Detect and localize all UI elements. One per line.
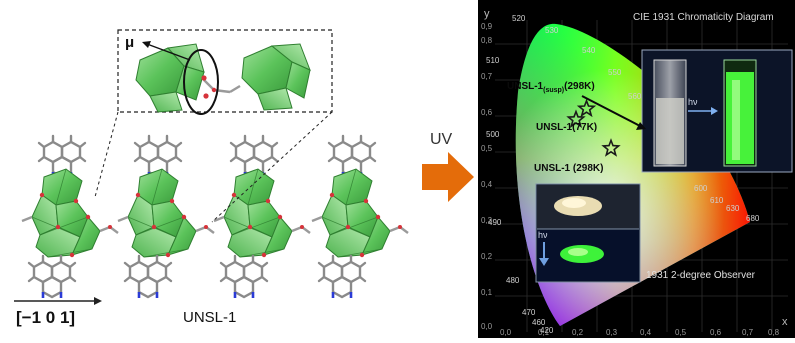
- y-tick: 0,7: [481, 72, 493, 81]
- y-tick: 0,8: [481, 36, 493, 45]
- chromaticity-point-star: [566, 109, 586, 128]
- uv-arrow: [422, 152, 474, 202]
- wavelength-label: 480: [506, 276, 520, 285]
- structure-unit-3: [214, 136, 310, 298]
- mu-arrow: [146, 43, 191, 61]
- chromaticity-point-star: [601, 138, 621, 157]
- x-tick: 0,7: [742, 328, 754, 337]
- y-tick: 0,6: [481, 108, 493, 117]
- zoom-line-right: [211, 111, 333, 223]
- x-tick: 0,4: [640, 328, 652, 337]
- cie-point-layer: [566, 98, 621, 157]
- structure-unit-1: [22, 136, 118, 298]
- wavelength-label: 630: [726, 204, 740, 213]
- uv-label: UV: [430, 131, 453, 148]
- cie-diagram-panel: CIE 1931 Chromaticity Diagram y x 1931 2…: [478, 0, 795, 338]
- hv-label-powder: hν: [538, 230, 548, 240]
- wavelength-label: 600: [694, 184, 708, 193]
- inset-polyhedra-left: [135, 43, 205, 113]
- crystal-structure-panel: μ [−1 0 1] UNSL-1: [14, 29, 420, 327]
- point-label-298k: UNSL-1 (298K): [534, 163, 604, 174]
- y-axis-letter: y: [484, 8, 490, 20]
- cie-diagram: [495, 20, 793, 332]
- wavelength-label: 520: [512, 14, 526, 23]
- wavelength-label: 460: [532, 318, 546, 327]
- direction-label: [−1 0 1]: [16, 308, 76, 327]
- wavelength-label: 420: [540, 326, 554, 335]
- x-tick: 0,2: [572, 328, 584, 337]
- chromaticity-point-star: [576, 98, 597, 118]
- x-tick: 0,0: [500, 328, 512, 337]
- observer-label: 1931 2-degree Observer: [646, 270, 755, 281]
- x-tick: 0,5: [675, 328, 687, 337]
- zoom-line-left: [94, 111, 119, 198]
- y-tick: 0,0: [481, 322, 493, 331]
- wavelength-label: 470: [522, 308, 536, 317]
- y-tick: 0,4: [481, 180, 493, 189]
- powder-photo-inset: [535, 183, 641, 283]
- y-tick: 0,2: [481, 252, 493, 261]
- hv-label-cuvette: hν: [688, 97, 698, 107]
- wavelength-label: 540: [582, 46, 596, 55]
- x-tick: 0,3: [606, 328, 618, 337]
- compound-label: UNSL-1: [183, 309, 237, 326]
- y-tick: 0,9: [481, 22, 493, 31]
- y-tick: 0,1: [481, 288, 493, 297]
- wavelength-label: 610: [710, 196, 724, 205]
- cie-title: CIE 1931 Chromaticity Diagram: [633, 12, 774, 23]
- wavelength-label: 680: [746, 214, 760, 223]
- structure-unit-2: [118, 136, 214, 298]
- wavelength-label: 550: [608, 68, 622, 77]
- point-label-susp: UNSL-1(susp)(298K): [507, 81, 595, 94]
- x-tick: 0,6: [710, 328, 722, 337]
- point-label-77k: UNSL-1(77K): [536, 122, 598, 133]
- inset-polyhedra-right: [241, 43, 311, 111]
- wavelength-label: 490: [488, 218, 502, 227]
- x-tick: 0,1: [538, 328, 550, 337]
- highlight-ellipse: [183, 49, 219, 115]
- x-axis-letter: x: [782, 316, 788, 328]
- y-tick: 0,3: [481, 216, 493, 225]
- cuvette-pointer: [581, 95, 641, 127]
- crystal-structure-figure: [14, 29, 420, 305]
- wavelength-label: 510: [486, 56, 500, 65]
- mu-symbol: μ: [125, 34, 135, 51]
- wavelength-label: 530: [545, 26, 559, 35]
- wavelength-label: 500: [486, 130, 500, 139]
- structure-unit-4: [312, 136, 408, 298]
- wavelength-label: 560: [628, 92, 642, 101]
- cuvette-photo-inset: [641, 49, 793, 173]
- y-tick: 0,5: [481, 144, 493, 153]
- x-tick: 0,8: [768, 328, 780, 337]
